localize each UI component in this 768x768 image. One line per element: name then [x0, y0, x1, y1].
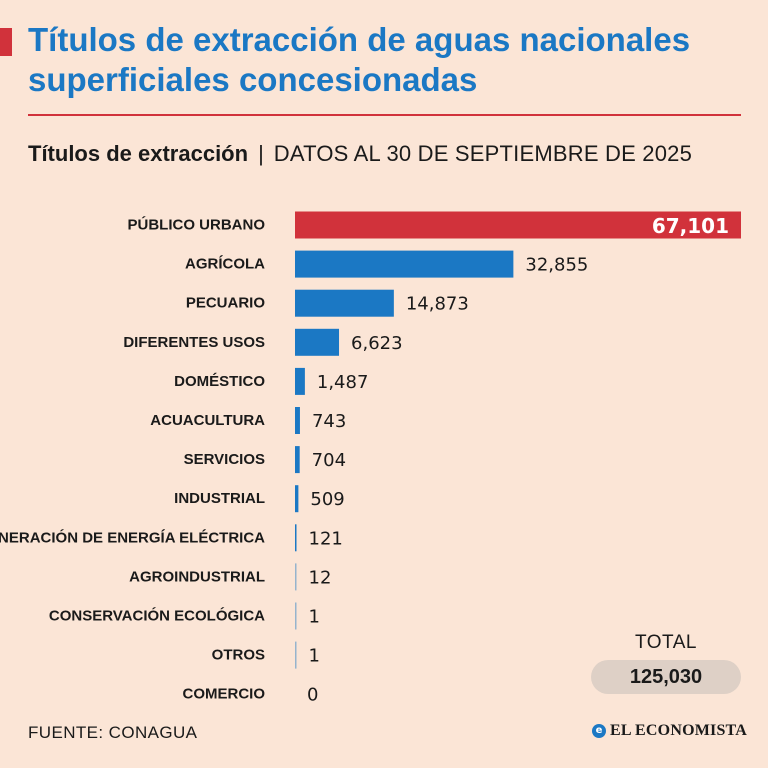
bar-domestico: [295, 367, 305, 395]
subtitle-date: DATOS AL 30 DE SEPTIEMBRE DE 2025: [273, 141, 693, 166]
value-label-comercio: 0: [307, 685, 318, 706]
value-label-industrial: 509: [310, 489, 344, 510]
total-value-badge: 125,030: [591, 660, 741, 694]
category-label-industrial: INDUSTRIAL: [174, 490, 265, 507]
value-label-diferentes-usos: 6,623: [351, 333, 403, 354]
category-label-domestico: DOMÉSTICO: [174, 373, 265, 390]
page-title: Títulos de extracción de aguas nacionale…: [28, 21, 691, 98]
total-label: TOTAL: [635, 632, 697, 653]
category-label-pecuario: PECUARIO: [186, 295, 266, 312]
category-label-agroindustrial: AGROINDUSTRIAL: [129, 568, 265, 585]
bar-publico-urbano: [295, 211, 741, 239]
value-label-agroindustrial: 12: [309, 567, 332, 588]
bar-otros: [295, 641, 297, 669]
category-label-comercio: COMERCIO: [183, 686, 266, 703]
category-label-diferentes-usos: DIFERENTES USOS: [123, 334, 265, 351]
chart-subtitle: Títulos de extracción | DATOS AL 30 DE SEP…: [28, 140, 692, 168]
bar-acuacultura: [295, 407, 300, 434]
bar-conservacion-ecologica: [295, 602, 297, 630]
value-label-pecuario: 14,873: [406, 294, 469, 315]
brand-name: EL ECONOMISTA: [610, 722, 747, 739]
source-note: FUENTE: CONAGUA: [28, 723, 198, 742]
bar-agricola: [295, 250, 514, 278]
value-label-acuacultura: 743: [312, 411, 346, 432]
value-label-publico-urbano: 67,101: [652, 214, 729, 238]
title-accent-mark: [0, 28, 12, 56]
title-divider: [28, 114, 741, 116]
subtitle-main: Títulos de extracción: [28, 141, 249, 166]
category-label-generacion-de-energia-electrica: GENERACIÓN DE ENERGÍA ELÉCTRICA: [0, 528, 265, 546]
bar-pecuario: [295, 289, 394, 317]
category-label-agricola: AGRÍCOLA: [185, 256, 265, 273]
brand-e-icon: e: [592, 724, 606, 738]
bar-agroindustrial: [295, 563, 297, 591]
subtitle-separator: |: [258, 141, 264, 166]
value-label-conservacion-ecologica: 1: [309, 607, 320, 628]
brand-logo: e EL ECONOMISTA: [592, 722, 747, 740]
category-label-servicios: SERVICIOS: [184, 451, 265, 468]
bar-servicios: [295, 446, 300, 474]
category-label-acuacultura: ACUACULTURA: [150, 412, 265, 429]
bar-generacion-de-energia-electrica: [295, 524, 297, 552]
value-label-generacion-de-energia-electrica: 121: [309, 528, 343, 549]
bar-diferentes-usos: [295, 328, 340, 356]
category-label-publico-urbano: PÚBLICO URBANO: [128, 216, 266, 234]
value-label-agricola: 32,855: [525, 255, 588, 276]
value-label-domestico: 1,487: [317, 372, 369, 393]
bar-industrial: [295, 485, 299, 513]
category-label-conservacion-ecologica: CONSERVACIÓN ECOLÓGICA: [49, 607, 265, 625]
value-label-servicios: 704: [312, 450, 346, 471]
category-label-otros: OTROS: [212, 647, 265, 664]
value-label-otros: 1: [309, 646, 320, 667]
